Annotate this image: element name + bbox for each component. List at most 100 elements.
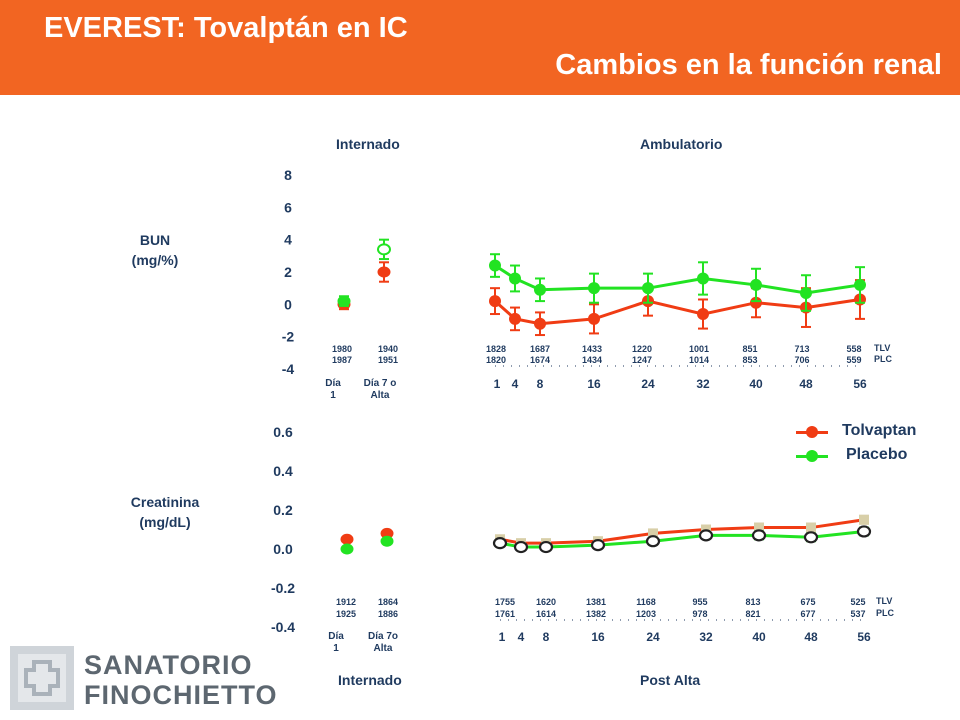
- n-label: 1987: [332, 355, 352, 365]
- placebo-point: [588, 282, 600, 295]
- placebo-point: [380, 535, 394, 547]
- n-label: 525: [850, 597, 865, 607]
- y-tick-label: 8: [284, 167, 292, 183]
- x-tick-label: 32: [699, 630, 713, 644]
- placebo-point: [509, 272, 521, 285]
- tolvaptan-point: [489, 295, 501, 308]
- y-tick-label: 6: [284, 199, 292, 215]
- n-label: 1168: [636, 597, 656, 607]
- n-label: 821: [745, 609, 760, 619]
- row-label: TLV: [874, 343, 890, 353]
- n-label: 1433: [582, 344, 602, 354]
- y-tick-label: 0.4: [273, 463, 293, 479]
- n-label: 1620: [536, 597, 556, 607]
- hospital-cross-icon: [10, 646, 74, 710]
- n-label: 558: [846, 344, 861, 354]
- x-tick-label: 56: [853, 377, 867, 391]
- creatinine-axis-label-line2: (mg/dL): [139, 514, 191, 530]
- n-label: 1912: [336, 597, 356, 607]
- n-label: 1674: [530, 355, 550, 365]
- x-tick-label: 16: [591, 630, 605, 644]
- x-tick-label: 24: [646, 630, 660, 644]
- n-label: 559: [846, 355, 861, 365]
- n-label: 1434: [582, 355, 602, 365]
- x-tick-label: 40: [749, 377, 763, 391]
- legend: Tolvaptan Placebo: [796, 420, 946, 472]
- n-label: 1220: [632, 344, 652, 354]
- placebo-point: [645, 535, 661, 548]
- day-label: Día 7 o: [364, 378, 397, 389]
- header-banner: EVEREST: Tovalptán en IC Cambios en la f…: [0, 0, 960, 95]
- n-label: 677: [800, 609, 815, 619]
- placebo-point: [751, 529, 767, 542]
- placebo-point: [538, 540, 554, 554]
- n-label: 1886: [378, 609, 398, 619]
- slide-title: EVEREST: Tovalptán en IC: [44, 12, 408, 44]
- tolvaptan-point: [754, 522, 764, 533]
- hospital-cross-glyph: [18, 654, 66, 702]
- section-inpatient-top: Internado: [336, 136, 400, 152]
- placebo-point: [590, 538, 606, 552]
- placebo-point: [340, 543, 354, 555]
- slide-subtitle: Cambios en la función renal: [555, 49, 942, 81]
- tolvaptan-point: [340, 533, 354, 545]
- n-label: 1381: [586, 597, 606, 607]
- legend-label-placebo: Placebo: [846, 446, 908, 463]
- legend-marker-placebo: [806, 450, 818, 462]
- n-label: 1925: [336, 609, 356, 619]
- y-tick-label: 2: [284, 264, 292, 280]
- legend-item-placebo: Placebo: [796, 446, 946, 466]
- n-label: 1980: [332, 344, 352, 354]
- n-label: 1382: [586, 609, 606, 619]
- tolvaptan-point: [509, 312, 521, 325]
- logo-text-line2: FINOCHIETTO: [84, 680, 278, 710]
- tolvaptan-point: [697, 308, 709, 321]
- n-label: 1828: [486, 344, 506, 354]
- y-tick-label: 0.0: [273, 541, 293, 557]
- placebo-point: [492, 537, 508, 550]
- n-label: 706: [794, 355, 809, 365]
- n-label: 1687: [530, 344, 550, 354]
- x-tick-label: 24: [641, 377, 655, 391]
- day-label: 1: [330, 390, 336, 401]
- n-label: 1820: [486, 355, 506, 365]
- day-label: Día: [328, 631, 344, 642]
- x-tick-label: 32: [696, 377, 710, 391]
- y-tick-label: 4: [284, 232, 292, 248]
- row-label: PLC: [876, 608, 895, 618]
- x-tick-label: 1: [499, 630, 506, 644]
- y-tick-label: 0.6: [273, 424, 293, 440]
- placebo-point: [800, 287, 812, 300]
- bun-axis-label: BUN (mg/%): [100, 230, 210, 270]
- n-label: 1755: [495, 597, 515, 607]
- n-label: 1940: [378, 344, 398, 354]
- x-tick-label: 4: [512, 377, 519, 391]
- y-tick-label: -2: [282, 329, 295, 345]
- tolvaptan-point: [806, 522, 816, 533]
- placebo-point: [642, 282, 654, 295]
- n-label: 1951: [378, 355, 398, 365]
- placebo-point: [337, 295, 351, 307]
- day-label: 1: [333, 643, 339, 654]
- day-label: Día 7o: [368, 631, 398, 642]
- placebo-point: [854, 278, 866, 291]
- tolvaptan-point: [534, 317, 546, 330]
- row-label: TLV: [876, 596, 892, 606]
- x-tick-label: 1: [494, 377, 501, 391]
- n-label: 851: [742, 344, 757, 354]
- legend-marker-tolvaptan: [806, 426, 818, 438]
- row-label: PLC: [874, 354, 893, 364]
- placebo-point: [489, 259, 501, 272]
- n-label: 537: [850, 609, 865, 619]
- tolvaptan-point: [377, 266, 391, 278]
- n-label: 1203: [636, 609, 656, 619]
- y-tick-label: -0.2: [271, 580, 295, 596]
- y-tick-label: 0.2: [273, 502, 293, 518]
- day-label: Alta: [374, 643, 393, 654]
- bun-axis-label-line1: BUN: [139, 232, 171, 248]
- x-tick-label: 4: [518, 630, 525, 644]
- section-inpatient-bottom: Internado: [338, 672, 402, 688]
- day-label: Día: [325, 378, 341, 389]
- placebo-point: [856, 525, 872, 538]
